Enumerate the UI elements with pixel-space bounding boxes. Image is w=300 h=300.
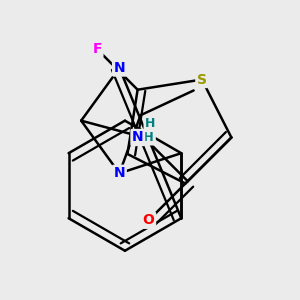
Text: N: N bbox=[132, 130, 144, 145]
Text: H: H bbox=[145, 117, 155, 130]
Text: S: S bbox=[197, 73, 207, 86]
Text: O: O bbox=[143, 213, 154, 227]
Text: NH: NH bbox=[134, 131, 154, 144]
Text: N: N bbox=[114, 61, 125, 75]
Text: N: N bbox=[114, 166, 125, 180]
Text: F: F bbox=[92, 42, 102, 56]
